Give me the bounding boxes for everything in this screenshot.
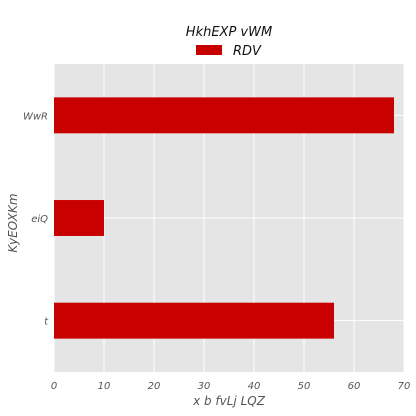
x-tick-label-6: 60 [348, 381, 361, 392]
y-category-label-0: t [44, 317, 49, 328]
x-axis-label: x b fvLj LQZ [192, 394, 266, 408]
x-tick-labels: 0 10 20 30 40 50 60 70 [51, 381, 411, 392]
x-tick-label-1: 10 [98, 381, 111, 392]
bar-2 [54, 97, 394, 134]
y-category-label-1: eiQ [31, 214, 48, 225]
y-category-label-2: WwR [23, 111, 48, 122]
y-category-labels: t eiQ WwR [23, 111, 49, 327]
legend-swatch [196, 45, 222, 55]
chart-title: HkhEXP vWM [186, 25, 272, 40]
x-tick-label-2: 20 [148, 381, 161, 392]
legend-label: RDV [233, 44, 262, 59]
x-tick-label-4: 40 [248, 381, 261, 392]
bar-1 [54, 200, 104, 236]
legend: RDV [196, 44, 262, 59]
x-tick-label-5: 50 [298, 381, 311, 392]
bars [54, 97, 394, 339]
y-axis-label: KyEOXKm [6, 193, 20, 252]
x-tick-label-0: 0 [51, 381, 57, 392]
x-tick-label-7: 70 [398, 381, 411, 392]
bar-0 [54, 302, 334, 339]
x-tick-label-3: 30 [198, 381, 211, 392]
